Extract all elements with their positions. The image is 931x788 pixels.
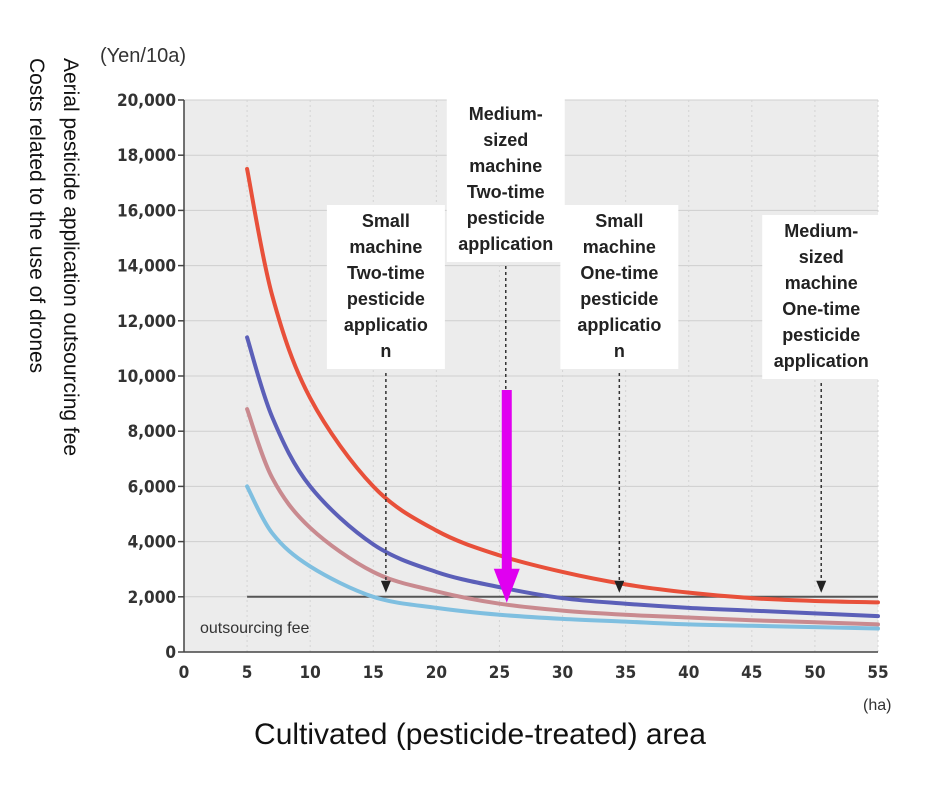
x-tick-label: 35 [615, 663, 636, 683]
outsourcing-fee-label: outsourcing fee [200, 620, 310, 637]
annotation-text: pesticide [347, 289, 425, 309]
x-tick-label: 40 [678, 663, 699, 683]
annotation-box [446, 98, 565, 262]
y-axis-title-line-1: Aerial pesticide application outsourcing… [59, 58, 82, 456]
annotation-text: sized [799, 247, 844, 267]
annotation-arrowhead [614, 580, 625, 593]
annotation-box [326, 205, 445, 369]
y-tick-label: 12,000 [117, 312, 176, 332]
y-tick-label: 2,000 [128, 588, 176, 608]
annotation-arrowhead [816, 580, 827, 593]
annotation-text: Medium- [784, 221, 858, 241]
x-tick-label: 20 [426, 663, 447, 683]
y-axis-title-line-2: Costs related to the use of drones [25, 58, 48, 373]
annotation-text: One-time [782, 299, 860, 319]
annotation-text: Two-time [467, 182, 545, 202]
annotation-text: machine [469, 156, 542, 176]
y-unit-label: (Yen/10a) [100, 45, 186, 67]
annotation-text: machine [583, 237, 656, 257]
series-line-3 [245, 407, 880, 627]
y-tick-label: 14,000 [117, 257, 176, 277]
x-tick-label: 50 [804, 663, 825, 683]
x-tick-label: 15 [363, 663, 384, 683]
annotation-text: sized [483, 130, 528, 150]
series-line-1 [245, 167, 880, 605]
annotation-text: machine [349, 237, 422, 257]
x-axis-title: Cultivated (pesticide-treated) area [254, 718, 706, 751]
x-tick-label: 45 [741, 663, 762, 683]
annotation-text: pesticide [467, 208, 545, 228]
x-tick-label: 55 [867, 663, 888, 683]
x-unit-label: (ha) [863, 697, 891, 714]
annotation-text: n [380, 341, 391, 361]
y-tick-label: 0 [165, 643, 176, 663]
x-tick-label: 30 [552, 663, 573, 683]
x-tick-label: 5 [242, 663, 253, 683]
highlight-arrow-shaft [501, 390, 512, 573]
annotation-text: Small [595, 211, 643, 231]
annotation-text: Medium- [469, 104, 543, 124]
annotation-arrowhead [380, 580, 391, 593]
y-tick-label: 16,000 [117, 201, 176, 221]
y-tick-label: 10,000 [117, 367, 176, 387]
series-line-4 [245, 484, 880, 631]
annotation-text: Small [362, 211, 410, 231]
y-tick-label: 6,000 [128, 477, 176, 497]
x-tick-label: 10 [300, 663, 321, 683]
annotation-text: One-time [580, 263, 658, 283]
y-tick-label: 18,000 [117, 146, 176, 166]
x-tick-label: 25 [489, 663, 510, 683]
annotation-text: n [614, 341, 625, 361]
annotations-group: SmallmachineTwo-timepesticideapplication… [326, 98, 881, 603]
annotation-text: application [458, 234, 553, 254]
y-tick-labels: 0 2,000 4,000 6,000 8,000 10,000 12,000 14,000 1… [117, 91, 184, 663]
annotation-text: applicatio [344, 315, 428, 335]
annotation-text: Two-time [347, 263, 425, 283]
annotation-text: applicatio [577, 315, 661, 335]
y-tick-label: 4,000 [128, 533, 176, 553]
annotation-text: machine [785, 273, 858, 293]
annotation-text: application [774, 351, 869, 371]
x-tick-labels: 0 5 10 15 20 25 30 35 40 45 50 55 [179, 663, 889, 683]
y-tick-label: 20,000 [117, 91, 176, 111]
highlight-arrowhead [493, 568, 520, 603]
annotation-text: pesticide [580, 289, 658, 309]
annotation-text: pesticide [782, 325, 860, 345]
annotation-box [560, 205, 679, 369]
y-tick-label: 8,000 [128, 422, 176, 442]
annotation-box [762, 215, 881, 379]
x-tick-label: 0 [179, 663, 190, 683]
